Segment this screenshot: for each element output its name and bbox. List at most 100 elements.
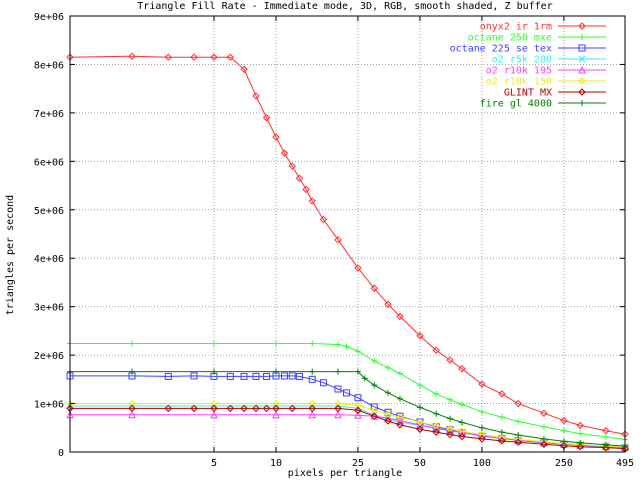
data-point	[396, 395, 403, 402]
data-point	[560, 438, 567, 445]
series-line	[70, 343, 626, 440]
data-point	[272, 133, 280, 141]
data-point	[164, 404, 172, 413]
data-point	[334, 399, 342, 408]
data-point	[210, 53, 218, 61]
data-point	[308, 404, 316, 413]
data-point	[272, 404, 280, 413]
data-point	[384, 410, 392, 418]
data-point	[416, 382, 423, 389]
data-point	[272, 368, 279, 375]
data-point	[129, 340, 136, 347]
data-point	[515, 432, 522, 439]
data-point	[252, 404, 260, 413]
data-point	[240, 65, 248, 73]
x-tick-label: 50	[414, 458, 426, 469]
data-point	[446, 356, 454, 364]
data-point	[384, 417, 392, 425]
data-point	[240, 372, 248, 380]
data-point	[280, 149, 289, 157]
legend-marker	[579, 34, 585, 40]
data-point	[433, 410, 440, 417]
y-tick-label: 5e+06	[34, 206, 64, 217]
y-axis-label: triangles per second	[5, 195, 16, 315]
legend-label: octane 225 se tex	[450, 44, 552, 55]
legend-label: octane 250 mxe	[468, 33, 552, 44]
data-point	[343, 343, 350, 350]
data-point	[560, 427, 567, 434]
data-point	[210, 368, 217, 375]
series-line	[70, 403, 626, 448]
legend-item: o2 r10k 150	[486, 77, 606, 88]
legend-item: GLINT MX	[504, 88, 606, 99]
series-line	[69, 55, 626, 435]
data-point	[540, 423, 547, 430]
data-point	[540, 438, 548, 446]
data-point	[309, 368, 316, 375]
data-point	[190, 372, 198, 380]
legend-label: fire gl 4000	[480, 99, 552, 110]
data-point	[272, 340, 279, 347]
data-point	[272, 410, 280, 419]
data-point	[334, 385, 342, 393]
data-point	[334, 410, 342, 419]
data-point	[371, 357, 378, 364]
data-point	[478, 424, 485, 431]
series-line	[70, 407, 626, 450]
data-point	[288, 404, 296, 413]
legend-label: o2 r5k 200	[492, 55, 552, 66]
data-point	[384, 300, 392, 308]
data-point	[396, 413, 404, 421]
legend-item: o2 r5k 200	[492, 55, 606, 66]
legend-item: onyx2 ir 1rm	[480, 22, 606, 33]
data-point	[432, 346, 440, 354]
data-point	[478, 430, 486, 439]
data-point	[396, 370, 403, 377]
data-point	[210, 404, 218, 413]
data-point	[371, 382, 378, 389]
data-point	[309, 340, 316, 347]
legend-marker	[578, 22, 586, 30]
legend-item: o2 r10k 195	[486, 66, 606, 77]
axis-ticks: 0 1e+06 2e+06 3e+06 4e+06 5e+06 6e+06 7e+06 8e+0…	[34, 12, 634, 469]
data-point	[446, 430, 454, 439]
data-point	[334, 341, 341, 348]
data-point	[319, 379, 327, 387]
data-point	[385, 389, 392, 396]
data-point	[447, 396, 454, 403]
data-point	[560, 440, 568, 448]
data-point	[354, 411, 362, 419]
data-point	[458, 401, 465, 408]
data-point	[354, 394, 362, 402]
data-point	[262, 114, 271, 122]
data-point	[498, 414, 505, 421]
data-point	[385, 364, 392, 371]
data-point	[498, 390, 506, 398]
data-point	[576, 421, 584, 430]
data-point	[128, 410, 136, 419]
y-tick-label: 4e+06	[34, 254, 64, 265]
plot-frame	[69, 15, 626, 453]
data-point	[334, 236, 342, 244]
legend-marker	[578, 88, 586, 96]
legend-label: onyx2 ir 1rm	[480, 22, 552, 33]
data-point	[210, 399, 218, 408]
data-point	[295, 174, 304, 182]
data-point	[577, 439, 584, 446]
data-point	[498, 429, 505, 436]
data-point	[370, 284, 378, 292]
y-tick-label: 6e+06	[34, 157, 64, 168]
data-point	[334, 404, 342, 413]
data-point	[354, 264, 362, 272]
data-point	[263, 372, 271, 380]
data-point	[308, 399, 316, 408]
legend-label: GLINT MX	[504, 88, 552, 99]
legend-marker	[578, 65, 586, 74]
legend-label: o2 r10k 150	[486, 77, 552, 88]
data-point	[396, 312, 404, 321]
data-point	[128, 404, 136, 413]
data-point	[540, 409, 548, 417]
data-point	[416, 425, 424, 433]
data-point	[308, 375, 316, 383]
